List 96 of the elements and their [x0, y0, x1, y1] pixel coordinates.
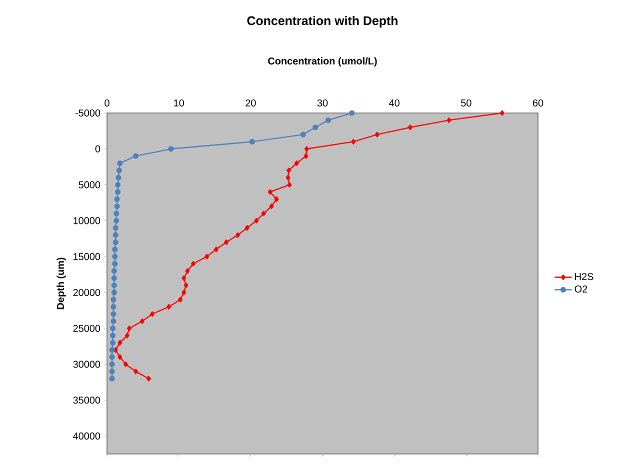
point — [349, 110, 355, 116]
x-tick-label: 0 — [104, 99, 110, 106]
point — [304, 146, 309, 152]
x-tick-label: 50 — [461, 99, 472, 106]
point — [109, 354, 115, 360]
point — [325, 117, 332, 123]
point — [300, 132, 306, 138]
point — [132, 153, 139, 159]
legend-label: H2S — [575, 273, 594, 280]
point — [190, 260, 196, 267]
point — [182, 290, 186, 296]
point — [168, 146, 174, 152]
point — [110, 318, 116, 324]
point — [116, 174, 122, 180]
legend-label: O2 — [574, 286, 588, 293]
point — [287, 182, 292, 188]
point — [112, 246, 118, 252]
point — [114, 189, 121, 195]
point — [111, 275, 117, 281]
point — [124, 332, 130, 338]
point — [114, 210, 120, 216]
point — [261, 210, 266, 216]
point — [374, 132, 380, 138]
point — [446, 117, 452, 123]
point — [109, 376, 115, 382]
point — [204, 254, 210, 260]
point — [112, 239, 118, 246]
point — [110, 296, 116, 302]
point — [146, 376, 151, 382]
point — [112, 260, 118, 267]
point — [500, 110, 504, 116]
x-tick-label: 40 — [389, 99, 400, 106]
point — [269, 204, 274, 210]
point — [127, 326, 132, 332]
y-tick-label: 20000 — [73, 288, 100, 296]
point — [150, 311, 154, 317]
y-tick-label: 0 — [95, 145, 100, 152]
point — [114, 204, 120, 210]
point — [114, 182, 121, 188]
point — [118, 354, 122, 360]
y-tick-label: 15000 — [74, 253, 100, 260]
point — [274, 196, 279, 202]
point — [112, 232, 118, 238]
point — [117, 160, 123, 166]
y-tick-label: 30000 — [73, 360, 100, 368]
y-tick-label: 5000 — [78, 181, 100, 188]
point — [184, 282, 188, 288]
point — [133, 368, 138, 374]
x-axis-title: Concentration (umol/L) — [268, 57, 377, 66]
x-tick-label: 30 — [317, 99, 328, 106]
point — [294, 160, 299, 166]
point — [110, 326, 116, 332]
x-tick-label: 20 — [246, 99, 256, 106]
point — [249, 138, 255, 145]
y-tick-label: 25000 — [73, 324, 100, 332]
point — [109, 368, 115, 374]
point — [235, 232, 240, 238]
point — [112, 225, 118, 231]
point — [268, 189, 272, 195]
y-axis-title: Depth (um) — [56, 258, 66, 310]
point — [182, 275, 186, 281]
point — [408, 124, 412, 130]
point — [214, 246, 218, 252]
point — [118, 340, 122, 346]
point — [110, 340, 116, 346]
point — [116, 168, 122, 174]
point — [304, 153, 308, 159]
point — [111, 290, 117, 296]
point — [185, 268, 190, 274]
point — [178, 296, 183, 302]
point — [111, 282, 117, 288]
point — [244, 225, 250, 231]
point — [111, 268, 117, 274]
point — [140, 318, 144, 324]
point — [123, 361, 128, 368]
point — [112, 254, 118, 260]
point — [286, 168, 291, 174]
point — [110, 304, 116, 310]
y-tick-label: 10000 — [74, 217, 100, 224]
point — [109, 347, 115, 353]
point — [351, 138, 356, 145]
point — [254, 218, 259, 224]
point — [109, 361, 115, 368]
point — [312, 124, 318, 130]
chart-title: Concentration with Depth — [247, 16, 398, 28]
point — [110, 332, 116, 338]
point — [114, 218, 120, 224]
point — [110, 311, 116, 317]
y-tick-label: -5000 — [75, 109, 100, 117]
point — [286, 174, 290, 180]
point — [166, 304, 172, 310]
y-tick-label: 40000 — [73, 432, 100, 440]
y-tick-label: 35000 — [73, 396, 100, 404]
point — [114, 196, 120, 202]
x-tick-label: 10 — [174, 99, 184, 106]
x-tick-label: 60 — [532, 99, 544, 106]
